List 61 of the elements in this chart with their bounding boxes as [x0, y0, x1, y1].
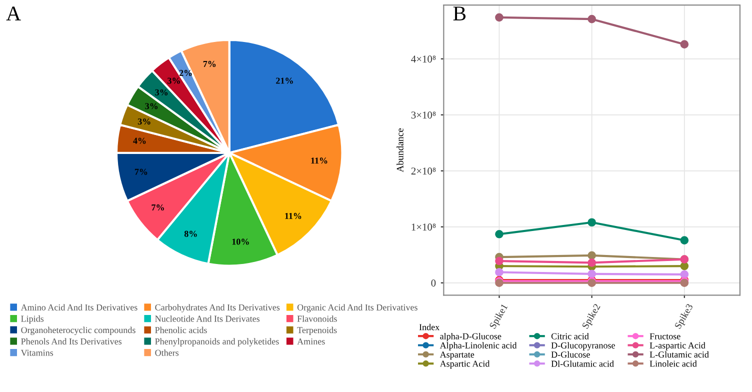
legend-label: L-aspartic Acid [650, 342, 706, 350]
legend-label: Dl-Glutamic acid [551, 360, 614, 367]
data-label: 3% [138, 118, 150, 125]
point [588, 14, 596, 24]
legend-label: D-Glucose [551, 351, 590, 358]
legend-label: Phenylpropanoids and polyketides [155, 338, 279, 346]
legend-label: Lipids [21, 315, 44, 324]
y-tick-label: 3×10⁸ [411, 112, 436, 119]
legend-label: Organic Acid And Its Derivatives [297, 304, 418, 312]
data-label: 3% [145, 103, 158, 110]
data-label: 21% [276, 78, 293, 84]
point [495, 256, 504, 266]
point [588, 218, 596, 227]
legend-label: Aspartic Acid [440, 360, 490, 369]
y-tick-label: 2×10⁸ [411, 168, 436, 175]
data-label: 3% [155, 89, 168, 96]
data-label: 7% [203, 60, 216, 68]
data-label: 8% [184, 230, 197, 237]
point [588, 251, 596, 260]
y-tick-label: 4×10⁸ [411, 56, 436, 63]
legend-label: Amines [297, 338, 325, 345]
data-label: 11% [285, 212, 302, 220]
annotation: B [453, 6, 466, 20]
point [495, 268, 504, 276]
legend-label: Others [155, 350, 179, 356]
data-label: 7% [152, 204, 164, 211]
y-axis-title: Abundance [396, 128, 404, 172]
point [680, 270, 689, 279]
legend-label: Fructose [650, 333, 680, 340]
legend-label: Alpha-Linolenic acid [440, 342, 517, 350]
point [588, 270, 596, 278]
legend-label: Phenolic acids [155, 326, 207, 334]
legend-label: D-Glucopyranose [551, 342, 615, 350]
data-label: 7% [134, 168, 148, 175]
text: A [6, 6, 21, 20]
data-label: 3% [168, 78, 180, 84]
point [680, 40, 689, 48]
legend-label: Aspartate [440, 352, 474, 360]
legend-label: Flavonoids [297, 315, 337, 322]
legend-label: alpha-D-Glucose [440, 332, 502, 342]
data-label: 11% [311, 158, 328, 164]
legend-label: Nucleotide And Its Derivates [155, 315, 260, 322]
legend-label: Organoheterocyclic compounds [21, 326, 136, 335]
legend-label: Citric acid [551, 332, 589, 340]
legend-label: Phenols And Its Derivatives [21, 338, 122, 345]
point [588, 258, 596, 267]
point [495, 13, 504, 22]
point [680, 262, 689, 270]
y-tick-label: 1×10⁸ [412, 224, 436, 231]
y-tick-label: 0 [431, 280, 436, 287]
legend-label: Linoleic acid [650, 360, 697, 367]
point [495, 230, 504, 238]
point [680, 236, 689, 244]
legend-label: Vitamins [20, 350, 54, 356]
legend-label: Carbohydrates And Its Derivatives [155, 304, 280, 312]
legend-label: Terpenoids [297, 326, 337, 335]
data-label: 4% [133, 138, 146, 144]
data-label: 10% [232, 238, 249, 245]
legend-label: L-Glutamic acid [650, 351, 709, 358]
legend-title: Index [419, 324, 440, 330]
legend-label: Amino Acid And Its Derivatives [20, 304, 138, 310]
